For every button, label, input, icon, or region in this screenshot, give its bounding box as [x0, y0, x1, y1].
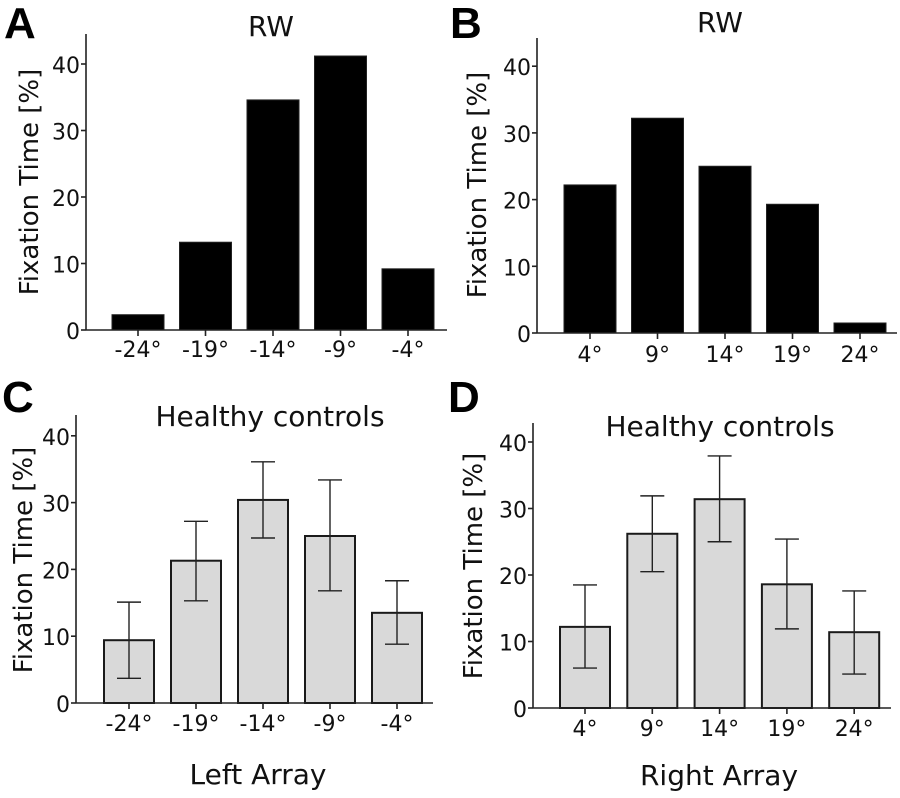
panel-a: A RW Fixation Time [%] 0 10 20 30 40 -24° -19°…: [4, 0, 447, 363]
panel-d-y-tick-label: 40: [499, 432, 527, 457]
panel-b-y-tick-label: 30: [503, 123, 531, 148]
panel-letter-a: A: [4, 0, 36, 48]
panel-a-x-tick-label: -19°: [182, 338, 229, 363]
panel-d-y-tick-label: 20: [499, 565, 527, 590]
panel-a-bar: [111, 314, 165, 331]
panel-c: C Healthy controls Fixation Time [%] Lef…: [2, 373, 433, 791]
panel-c-y-tick-label: 0: [56, 693, 70, 718]
panel-c-title: Healthy controls: [155, 400, 384, 433]
panel-a-x-tick-label: -14°: [250, 338, 297, 363]
panel-d-plot: 0 10 20 30 40 4° 9° 14° 19° 24°: [499, 423, 891, 742]
panel-b: B RW Fixation Time [%] 0 10 20 30 40 4° 9° 14° 1…: [450, 0, 897, 368]
panel-c-x-tick-label: -4°: [381, 712, 414, 737]
panel-c-x-tick-label: -9°: [314, 712, 347, 737]
panel-c-y-tick-label: 20: [42, 559, 70, 584]
panel-d-x-tick-label: 14°: [700, 717, 739, 742]
panel-a-y-tick-label: 10: [52, 254, 80, 279]
panel-a-y-tick-label: 30: [52, 121, 80, 146]
panel-d-x-axis-label: Right Array: [640, 759, 798, 792]
panel-b-x-tick-label: 24°: [841, 343, 880, 368]
panel-b-x-tick-label: 4°: [578, 343, 603, 368]
panel-b-y-tick-label: 0: [517, 323, 531, 348]
panel-letter-c: C: [2, 373, 34, 422]
panel-b-bar: [631, 117, 684, 334]
panel-a-bar: [314, 55, 367, 331]
panel-b-y-tick-label: 10: [503, 256, 531, 281]
panel-a-plot: 0 10 20 30 40 -24° -19° -14° -9° -4°: [52, 34, 447, 363]
panel-letter-b: B: [450, 0, 482, 48]
panel-b-plot: 0 10 20 30 40 4° 9° 14° 19° 24°: [503, 38, 897, 368]
panel-c-y-tick-label: 10: [42, 626, 70, 651]
panel-b-bar: [833, 322, 887, 334]
panel-b-bar: [698, 165, 752, 334]
panel-a-x-tick-label: -9°: [324, 338, 357, 363]
panel-d-x-tick-label: 9°: [640, 717, 665, 742]
panel-a-bar: [246, 99, 300, 331]
panel-b-x-tick-label: 9°: [645, 343, 670, 368]
panel-c-y-tick-label: 40: [42, 426, 70, 451]
panel-b-bar: [766, 203, 819, 334]
panel-c-x-tick-label: -19°: [173, 712, 220, 737]
panel-c-x-axis-label: Left Array: [190, 758, 327, 791]
panel-a-title: RW: [248, 10, 294, 43]
panel-c-plot: 0 10 20 30 40 -24° -19° -14° -9° -4°: [42, 415, 433, 737]
panel-a-bar: [179, 241, 232, 331]
panel-b-y-tick-label: 20: [503, 190, 531, 215]
panel-a-x-tick-label: -24°: [115, 338, 162, 363]
panel-c-y-axis-label: Fixation Time [%]: [9, 447, 39, 674]
panel-b-x-tick-label: 19°: [773, 343, 812, 368]
panel-a-y-tick-label: 20: [52, 187, 80, 212]
panel-b-title: RW: [697, 6, 743, 39]
panel-d-x-tick-label: 4°: [573, 717, 598, 742]
panel-c-x-tick-label: -14°: [240, 712, 287, 737]
panel-d: D Healthy controls Fixation Time [%] Rig…: [448, 373, 891, 792]
panel-d-x-tick-label: 24°: [835, 717, 874, 742]
panel-b-x-tick-label: 14°: [706, 343, 745, 368]
panel-a-y-tick-label: 0: [66, 320, 80, 345]
panel-a-x-tick-label: -4°: [392, 338, 425, 363]
panel-d-x-tick-label: 19°: [767, 717, 806, 742]
panel-d-title: Healthy controls: [605, 410, 834, 443]
panel-c-y-tick-label: 30: [42, 493, 70, 518]
panel-b-y-tick-label: 40: [503, 56, 531, 81]
panel-a-y-tick-label: 40: [52, 54, 80, 79]
panel-letter-d: D: [448, 373, 480, 422]
panel-a-y-axis-label: Fixation Time [%]: [15, 69, 45, 296]
panel-a-bar: [381, 268, 435, 331]
panel-d-y-axis-label: Fixation Time [%]: [459, 453, 489, 680]
panel-d-y-tick-label: 10: [499, 632, 527, 657]
panel-c-x-tick-label: -24°: [106, 712, 153, 737]
panel-b-y-axis-label: Fixation Time [%]: [463, 72, 493, 299]
panel-d-y-tick-label: 0: [513, 698, 527, 723]
panel-b-bar: [563, 184, 617, 334]
panel-d-y-tick-label: 30: [499, 499, 527, 524]
